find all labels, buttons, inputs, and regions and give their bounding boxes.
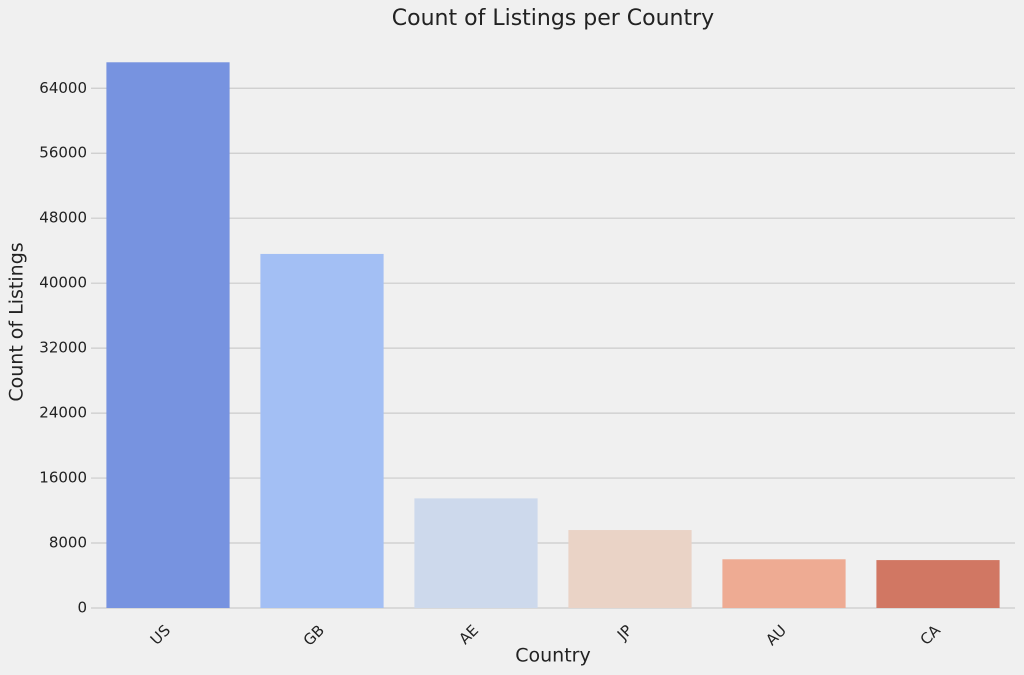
bar (106, 62, 230, 609)
y-tick-label: 24000 (39, 404, 87, 422)
y-tick-label: 32000 (39, 339, 87, 357)
bar (876, 560, 1000, 608)
bar (260, 253, 384, 609)
y-axis-label: Count of Listings (6, 242, 28, 401)
y-tick-label: 8000 (49, 534, 87, 552)
y-tick-label: 56000 (39, 144, 87, 162)
x-axis-label: Country (515, 645, 590, 667)
bar (722, 559, 846, 608)
y-tick-label: 40000 (39, 274, 87, 292)
y-tick-label: 16000 (39, 469, 87, 487)
y-tick-label: 64000 (39, 79, 87, 97)
y-tick-label: 0 (77, 599, 87, 617)
y-tick-label: 48000 (39, 209, 87, 227)
bar (568, 530, 692, 608)
chart-title: Count of Listings per Country (392, 6, 714, 31)
bar (414, 498, 538, 608)
